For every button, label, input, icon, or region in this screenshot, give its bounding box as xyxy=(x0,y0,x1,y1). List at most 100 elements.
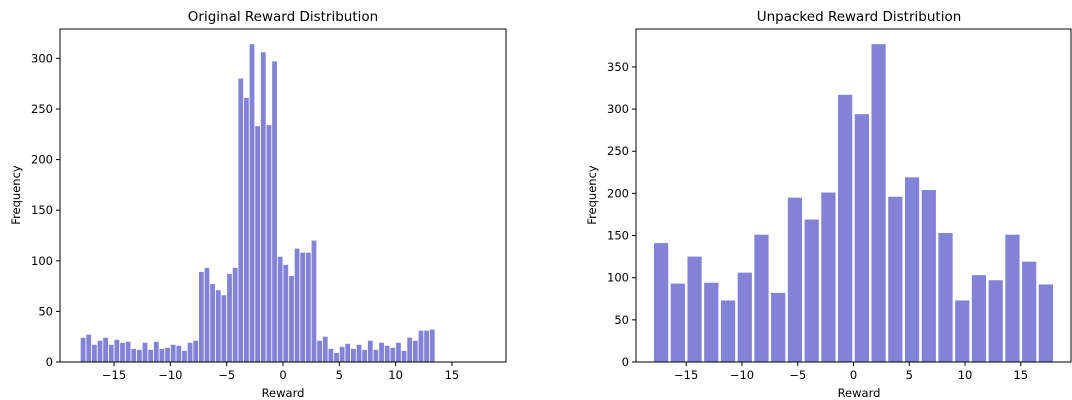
x-tick-label: 15 xyxy=(1013,368,1028,382)
bar xyxy=(704,282,719,362)
bar xyxy=(153,341,159,362)
bar xyxy=(429,329,435,362)
x-tick-label: 5 xyxy=(906,368,913,382)
y-ticks: 0 50 100 150 200 250 300 350 xyxy=(607,60,636,369)
chart-title: Original Reward Distribution xyxy=(188,9,378,25)
axes-frame xyxy=(59,28,507,363)
bar xyxy=(390,347,396,362)
bar xyxy=(1022,261,1037,362)
y-axis-label: Frequency xyxy=(9,165,23,225)
bar xyxy=(137,349,142,362)
x-ticks: −15 −10 −5 0 5 10 15 xyxy=(102,362,459,382)
x-tick-label: −10 xyxy=(730,368,754,382)
bar xyxy=(988,280,1003,362)
bar xyxy=(804,219,819,362)
bar xyxy=(317,340,322,362)
bar xyxy=(670,283,685,362)
x-axis-label: Reward xyxy=(262,386,305,400)
bar xyxy=(86,334,92,362)
y-tick-label: 150 xyxy=(607,229,629,243)
x-tick-label: −5 xyxy=(789,368,806,382)
bar xyxy=(277,256,283,362)
bar xyxy=(720,300,736,362)
bar xyxy=(120,342,125,362)
bar xyxy=(244,97,249,362)
bar xyxy=(103,337,109,362)
bar xyxy=(653,243,669,362)
bar xyxy=(148,349,154,362)
bar xyxy=(114,339,120,362)
bar xyxy=(754,234,769,362)
bar xyxy=(356,344,362,362)
bar xyxy=(328,348,334,362)
bar xyxy=(159,348,165,362)
bar xyxy=(227,273,232,362)
bar xyxy=(182,350,187,362)
y-tick-label: 350 xyxy=(607,60,629,74)
bar xyxy=(300,252,306,362)
y-tick-label: 100 xyxy=(607,271,629,285)
y-tick-label: 300 xyxy=(607,102,629,116)
y-tick-label: 200 xyxy=(31,153,53,167)
y-tick-label: 100 xyxy=(31,254,53,268)
bar xyxy=(165,347,170,362)
bar xyxy=(424,330,429,362)
bar xyxy=(108,344,114,362)
x-tick-label: 15 xyxy=(445,368,460,382)
bar xyxy=(407,337,413,362)
bar xyxy=(238,78,244,362)
bar xyxy=(170,344,176,362)
bar xyxy=(1005,234,1020,362)
bar xyxy=(232,267,238,362)
bar xyxy=(971,275,987,362)
bar xyxy=(142,342,148,362)
bar xyxy=(871,44,886,363)
bar xyxy=(379,342,384,362)
bar xyxy=(787,197,803,362)
x-ticks: −15 −10 −5 0 5 10 15 xyxy=(674,362,1028,382)
x-tick-label: 0 xyxy=(850,368,857,382)
bars xyxy=(80,44,435,363)
bar xyxy=(821,192,836,362)
y-tick-label: 0 xyxy=(622,355,629,369)
bar xyxy=(198,271,204,362)
bar xyxy=(373,349,379,362)
chart-original-reward: Original Reward Distribution −15 −10 −5 0 5 1… xyxy=(9,9,507,400)
bar xyxy=(955,300,970,362)
bar xyxy=(249,44,255,363)
x-tick-label: −5 xyxy=(218,368,235,382)
bars xyxy=(653,44,1054,363)
bar xyxy=(204,267,210,362)
bar xyxy=(176,345,182,362)
bar xyxy=(131,348,137,362)
bar xyxy=(921,190,936,362)
bar xyxy=(1038,284,1054,362)
bar xyxy=(305,252,311,362)
x-axis-label: Reward xyxy=(838,386,881,400)
bar xyxy=(311,240,317,362)
bar xyxy=(888,196,903,362)
bar xyxy=(854,114,869,363)
bar xyxy=(838,94,853,362)
bar xyxy=(193,340,199,362)
bar xyxy=(938,233,953,362)
bar xyxy=(771,292,786,362)
y-tick-label: 150 xyxy=(31,203,53,217)
y-tick-label: 250 xyxy=(607,144,629,158)
bar xyxy=(384,345,390,362)
bar xyxy=(322,336,328,362)
x-tick-label: 10 xyxy=(958,368,973,382)
y-tick-label: 200 xyxy=(607,186,629,200)
bar xyxy=(362,349,368,362)
bar xyxy=(221,295,227,362)
bar xyxy=(396,342,401,362)
bar xyxy=(737,272,752,362)
bar xyxy=(80,337,86,362)
y-tick-label: 50 xyxy=(614,313,629,327)
bar xyxy=(339,346,345,362)
x-tick-label: 10 xyxy=(388,368,403,382)
bar xyxy=(687,256,702,362)
y-tick-label: 300 xyxy=(31,51,53,65)
y-tick-label: 50 xyxy=(38,304,53,318)
